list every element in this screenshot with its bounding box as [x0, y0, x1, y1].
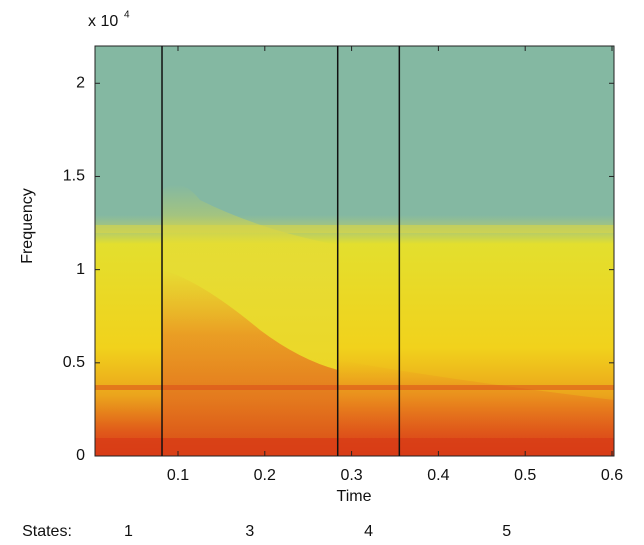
spectrogram-image: [95, 46, 614, 456]
x-tick-label: 0.6: [601, 467, 623, 484]
y-axis-label: Frequency: [19, 188, 36, 264]
state-label: 4: [364, 523, 373, 540]
y-multiplier-exp: 4: [124, 10, 130, 21]
x-tick-label: 0.5: [514, 467, 536, 484]
state-label: 1: [124, 523, 133, 540]
x-tick-label: 0.1: [167, 467, 189, 484]
x-tick-label: 0.4: [427, 467, 449, 484]
y-tick-label: 0.5: [63, 354, 85, 371]
x-tick-label: 0.3: [340, 467, 362, 484]
y-tick-label: 1: [76, 261, 85, 278]
state-label: 5: [502, 523, 511, 540]
x-tick-label: 0.2: [254, 467, 276, 484]
plot-frame: [94, 45, 615, 457]
y-tick-label: 2: [76, 74, 85, 91]
y-tick-label: 0: [76, 447, 85, 464]
y-multiplier: x 10: [88, 13, 118, 30]
y-tick-label: 1.5: [63, 168, 85, 185]
x-axis-label: Time: [337, 488, 372, 505]
state-label: 3: [245, 523, 254, 540]
states-label: States:: [22, 523, 72, 540]
